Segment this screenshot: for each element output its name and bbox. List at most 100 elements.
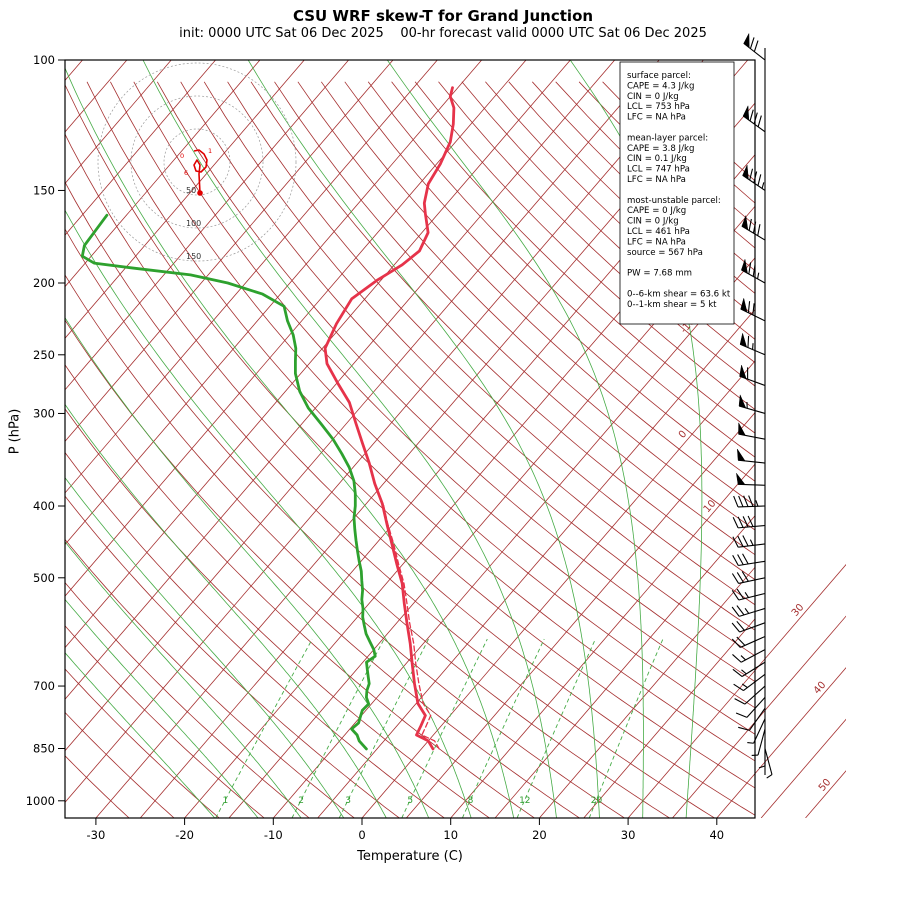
wind-half-feather (757, 272, 760, 279)
moist-adiabat (142, 60, 557, 818)
wind-feather (736, 620, 745, 631)
wind-pennant (742, 164, 749, 180)
wind-feather (753, 171, 758, 184)
mixing-ratio-label: 5 (407, 796, 413, 806)
wind-half-feather (741, 669, 747, 675)
isotherm (406, 411, 755, 818)
info-box-line: source = 567 hPa (627, 248, 703, 258)
pressure-tick-label: 300 (33, 406, 55, 420)
wind-feather (742, 516, 749, 528)
hodograph-ring-label: 100 (186, 219, 201, 228)
isotherm (65, 60, 571, 649)
moist-adiabat (65, 317, 430, 818)
dry-adiabat (297, 81, 755, 531)
wind-feather (738, 495, 744, 507)
wind-half-feather (744, 591, 749, 598)
wind-half-feather (752, 343, 754, 350)
isotherm (184, 154, 755, 818)
dry-adiabat (227, 81, 755, 606)
mixing-ratio-line (291, 638, 385, 818)
dry-adiabat (65, 711, 175, 818)
pressure-tick-label: 1000 (26, 794, 55, 808)
wind-pennant (742, 104, 750, 121)
dry-adiabat (65, 668, 220, 818)
wind-feather (733, 683, 744, 692)
wind-feather (747, 301, 751, 313)
hodograph-dot (197, 190, 203, 196)
isotherm-extension (755, 667, 846, 775)
temperature-tick-label: 20 (532, 828, 547, 842)
mixing-ratio-label: 20 (591, 796, 603, 806)
wind-feather (742, 553, 749, 565)
isotherm (272, 257, 755, 818)
wind-pennant (740, 297, 748, 313)
moist-adiabat (569, 60, 703, 818)
x-axis-label: Temperature (C) (357, 849, 463, 864)
wind-feather (749, 109, 754, 122)
wind-feather (737, 535, 744, 547)
info-box-line: CIN = 0 J/kg (627, 217, 679, 227)
dry-adiabat (156, 81, 755, 683)
dry-adiabat (133, 81, 755, 709)
wind-feather (752, 303, 755, 316)
isotherm-extension (755, 615, 846, 723)
wind-barb (764, 748, 773, 775)
page-subtitle: init: 0000 UTC Sat 06 Dec 2025 00-hr for… (179, 26, 707, 41)
info-box-line: LCL = 753 hPa (627, 102, 690, 112)
dry-adiabats (65, 81, 755, 818)
temperature-tick-label: -20 (175, 828, 194, 842)
wind-half-feather (740, 655, 746, 661)
wind-half-feather (766, 774, 773, 779)
wind-pennant (743, 32, 750, 49)
isotherm-extension (760, 718, 846, 818)
dry-adiabat (344, 81, 755, 482)
info-box-line: LFC = NA hPa (627, 175, 686, 185)
wind-barb (746, 696, 766, 718)
wind-feather (742, 535, 749, 547)
mixing-ratio-line (215, 638, 313, 818)
info-box-line: most-unstable parcel: (627, 196, 721, 206)
isotherm-label: 10 (702, 498, 719, 515)
isotherm (65, 60, 527, 597)
isotherm (65, 60, 261, 288)
pressure-tick-label: 250 (33, 348, 55, 362)
wind-pennant (736, 448, 746, 462)
wind-pennant (741, 214, 749, 231)
wind-feather (732, 654, 742, 663)
wind-feather (732, 536, 739, 548)
hodograph-ring-label: 50 (186, 186, 196, 195)
wind-barb (753, 718, 766, 744)
wind-feather (752, 264, 756, 277)
info-box-line: 0--6-km shear = 63.6 kt (627, 289, 731, 299)
isotherm (806, 60, 900, 818)
wind-pennant (739, 332, 747, 348)
isotherm (228, 205, 755, 818)
dry-adiabat (391, 81, 755, 434)
wind-feather (738, 726, 750, 731)
info-box-line: surface parcel: (627, 71, 691, 81)
isotherm (627, 669, 755, 818)
temperature-tick-label: -30 (87, 828, 106, 842)
dry-adiabat (250, 81, 755, 581)
y-axis-label: P (hPa) (7, 408, 23, 455)
info-box-line: CAPE = 3.8 J/kg (627, 144, 694, 154)
wind-feather (732, 668, 743, 677)
moist-adiabat (65, 598, 259, 818)
wind-feather (737, 554, 744, 566)
hodograph-height-label: 1 (208, 147, 212, 155)
wind-half-feather (755, 500, 759, 507)
dry-adiabat (65, 755, 130, 818)
dry-adiabat (320, 81, 755, 507)
wind-feather (733, 495, 739, 508)
isotherm (65, 60, 305, 339)
isotherm (65, 60, 216, 236)
wind-barb (749, 707, 766, 731)
temperature-tick-label: 30 (621, 828, 636, 842)
info-box-line: LCL = 461 hPa (627, 227, 690, 237)
wind-feather (732, 555, 739, 566)
wind-feather (749, 168, 754, 181)
temperature-tick-label: 40 (709, 828, 724, 842)
hodograph-ring (97, 62, 297, 262)
